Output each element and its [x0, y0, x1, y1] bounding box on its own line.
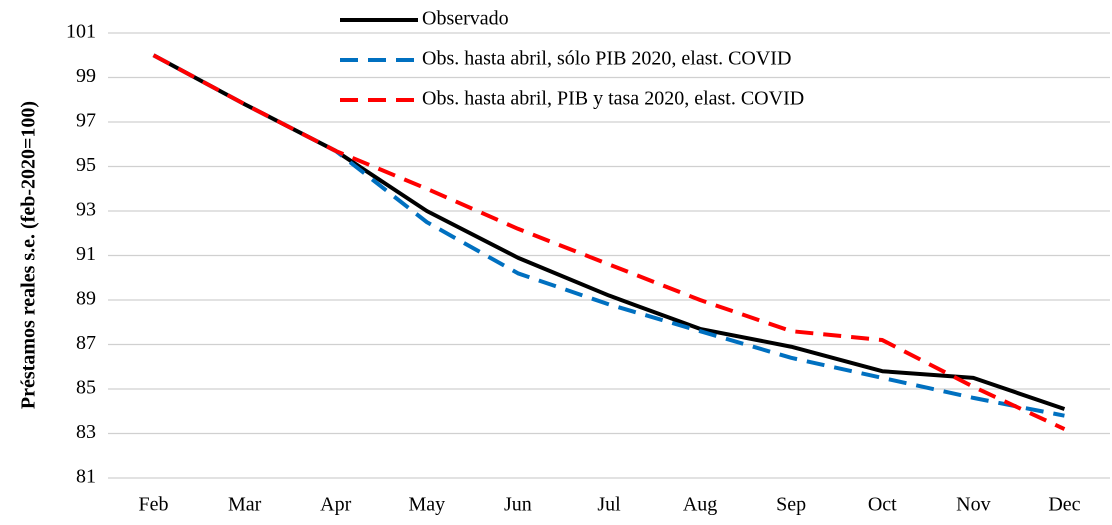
y-axis-label: Préstamos reales s.e. (feb-2020=100) [18, 101, 40, 409]
x-tick-label: May [408, 494, 445, 516]
y-tick-label: 83 [76, 421, 96, 443]
x-tick-label: Jun [504, 494, 532, 516]
y-tick-label: 95 [76, 154, 96, 176]
y-tick-label: 97 [76, 110, 96, 132]
x-tick-label: Sep [776, 494, 806, 516]
x-tick-label: Nov [956, 494, 990, 516]
y-tick-label: 85 [76, 377, 96, 399]
y-tick-label: 101 [66, 21, 96, 43]
y-tick-label: 89 [76, 288, 96, 310]
y-tick-label: 87 [76, 332, 96, 354]
y-tick-label: 91 [76, 243, 96, 265]
x-tick-label: Aug [683, 494, 717, 516]
legend-label: Obs. hasta abril, PIB y tasa 2020, elast… [422, 88, 804, 110]
x-tick-label: Feb [139, 494, 169, 516]
x-tick-label: Apr [320, 494, 351, 516]
x-tick-label: Oct [868, 494, 897, 516]
series-line [152, 53, 1066, 431]
x-tick-label: Jul [597, 494, 621, 516]
y-tick-label: 99 [76, 65, 96, 87]
y-tick-label: 81 [76, 466, 96, 488]
y-tick-label: 93 [76, 199, 96, 221]
legend-label: Obs. hasta abril, sólo PIB 2020, elast. … [422, 48, 791, 70]
legend-label: Observado [422, 8, 509, 30]
x-tick-label: Dec [1048, 494, 1080, 516]
x-tick-label: Mar [228, 494, 262, 516]
